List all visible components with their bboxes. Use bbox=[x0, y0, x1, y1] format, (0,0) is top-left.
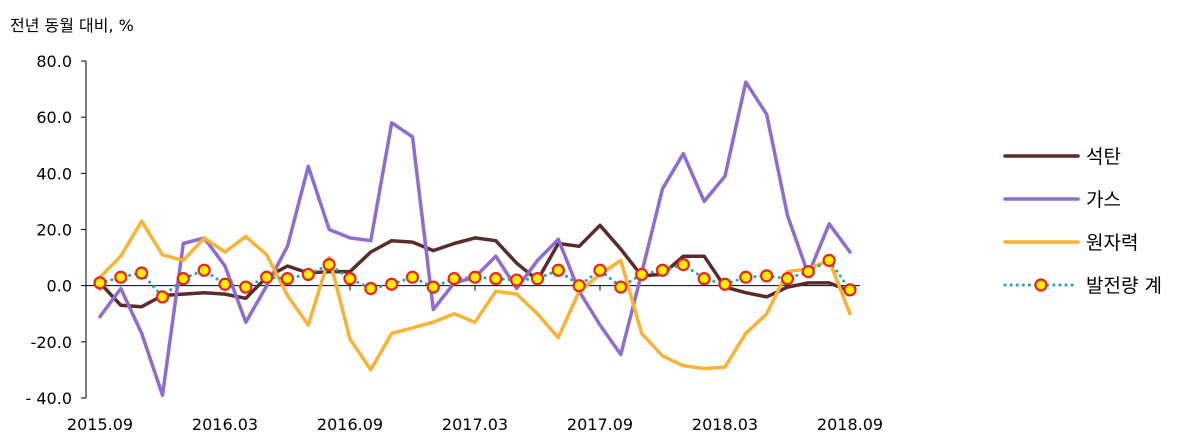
x-tick-label: 2016.09 bbox=[317, 415, 383, 434]
data-point-marker bbox=[93, 276, 107, 290]
x-tick-label: 2018.03 bbox=[692, 415, 758, 434]
data-point-marker bbox=[218, 277, 232, 291]
data-point-marker bbox=[655, 263, 670, 277]
data-point-marker bbox=[530, 272, 545, 286]
data-point-marker bbox=[614, 280, 628, 294]
data-point-marker bbox=[405, 270, 420, 284]
y-tick-label: -20.0 bbox=[31, 333, 72, 352]
legend-marker bbox=[1034, 278, 1048, 292]
data-point-marker bbox=[322, 258, 336, 272]
axes: - 40.0 -20.0 0.0 20.0 40.0 60.0 80.0 2015.09 201… bbox=[26, 52, 884, 434]
y-axis-unit-label: 전년 동월 대비, % bbox=[10, 16, 134, 35]
data-point-marker bbox=[197, 263, 211, 277]
legend-label-2: 원자력 bbox=[1086, 232, 1138, 254]
data-point-marker bbox=[260, 270, 274, 284]
y-tick-label: 0.0 bbox=[47, 277, 72, 296]
series-lines bbox=[98, 80, 852, 397]
legend-label-0: 석탄 bbox=[1086, 146, 1121, 168]
data-point-marker bbox=[843, 283, 857, 297]
data-point-marker bbox=[739, 270, 753, 284]
data-point-marker bbox=[155, 290, 170, 304]
x-tick-label: 2018.09 bbox=[817, 415, 883, 434]
legend-label-3: 발전량 계 bbox=[1086, 275, 1162, 297]
data-point-marker bbox=[135, 266, 149, 280]
data-point-marker bbox=[280, 272, 295, 286]
data-point-marker bbox=[510, 273, 524, 287]
data-point-marker bbox=[239, 280, 253, 294]
y-tick-label: 80.0 bbox=[36, 52, 72, 71]
x-tick-label: 2015.09 bbox=[67, 415, 133, 434]
data-point-marker bbox=[760, 269, 774, 283]
x-tick-label: 2017.09 bbox=[567, 415, 633, 434]
data-point-marker bbox=[635, 267, 649, 282]
data-point-marker bbox=[572, 279, 586, 293]
data-point-marker bbox=[676, 258, 690, 272]
data-point-marker bbox=[447, 272, 461, 286]
data-point-marker bbox=[551, 263, 565, 277]
data-point-marker bbox=[718, 277, 732, 291]
y-tick-label: - 40.0 bbox=[26, 389, 72, 408]
data-point-marker bbox=[489, 272, 503, 286]
data-point-marker bbox=[301, 267, 315, 282]
x-tick-label: 2017.03 bbox=[442, 415, 508, 434]
data-point-marker bbox=[176, 272, 190, 286]
data-point-marker bbox=[801, 265, 815, 279]
data-point-marker bbox=[385, 277, 399, 291]
y-tick-label: 40.0 bbox=[36, 164, 72, 183]
markers bbox=[93, 253, 857, 304]
data-point-marker bbox=[780, 272, 795, 286]
y-tick-label: 60.0 bbox=[36, 108, 72, 127]
data-point-marker bbox=[114, 270, 128, 284]
data-point-marker bbox=[426, 280, 440, 294]
data-point-marker bbox=[822, 253, 836, 267]
series-line-0 bbox=[98, 223, 852, 309]
y-tick-label: 20.0 bbox=[36, 221, 72, 240]
data-point-marker bbox=[364, 281, 378, 296]
legend-label-1: 가스 bbox=[1086, 189, 1121, 211]
data-point-marker bbox=[593, 263, 607, 277]
data-point-marker bbox=[343, 272, 357, 286]
x-tick-label: 2016.03 bbox=[192, 415, 258, 434]
data-point-marker bbox=[468, 270, 482, 284]
data-point-marker bbox=[697, 272, 711, 286]
series-line-2 bbox=[98, 219, 852, 372]
